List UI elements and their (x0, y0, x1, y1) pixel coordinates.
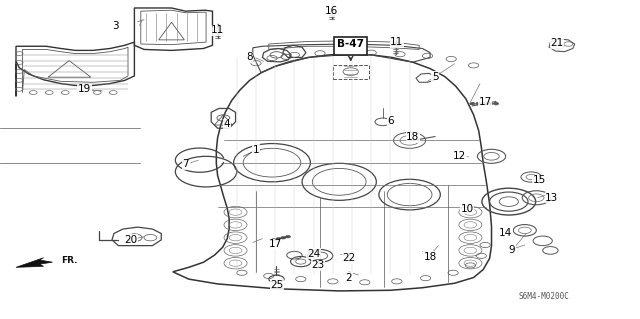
Circle shape (285, 235, 291, 238)
Text: 13: 13 (545, 193, 558, 203)
Circle shape (481, 102, 487, 105)
Text: 18: 18 (424, 252, 436, 262)
Text: 2: 2 (346, 272, 352, 283)
Circle shape (488, 102, 493, 105)
Text: B-47: B-47 (337, 39, 364, 49)
Circle shape (470, 102, 475, 105)
Text: 17: 17 (269, 239, 282, 249)
Text: 25: 25 (271, 279, 284, 290)
Text: 16: 16 (325, 6, 338, 16)
Bar (334, 37, 367, 55)
Circle shape (276, 238, 281, 240)
Text: 17: 17 (479, 97, 492, 107)
Circle shape (271, 239, 276, 241)
Text: 6: 6 (387, 116, 394, 126)
Text: 9: 9 (509, 245, 515, 256)
Polygon shape (16, 258, 52, 267)
Text: 22: 22 (342, 253, 355, 263)
Text: 4: 4 (224, 119, 230, 130)
Text: 7: 7 (182, 159, 189, 169)
Text: 14: 14 (499, 228, 512, 238)
Text: 24: 24 (307, 249, 320, 259)
Text: S6M4-M0200C: S6M4-M0200C (518, 292, 570, 300)
Circle shape (476, 102, 481, 105)
Text: 5: 5 (432, 71, 438, 82)
Text: FR.: FR. (61, 256, 77, 265)
Text: 21: 21 (550, 38, 563, 48)
Text: 8: 8 (246, 52, 253, 63)
Circle shape (281, 236, 286, 239)
Text: 3: 3 (112, 20, 118, 31)
Text: 12: 12 (453, 151, 466, 161)
Text: 10: 10 (461, 204, 474, 214)
Text: 11: 11 (211, 25, 224, 35)
Text: 19: 19 (78, 84, 91, 94)
Text: 20: 20 (125, 235, 138, 245)
Text: 11: 11 (390, 37, 403, 47)
Text: 23: 23 (312, 260, 324, 271)
Text: 18: 18 (406, 132, 419, 142)
Circle shape (493, 102, 499, 105)
Text: 15: 15 (533, 175, 546, 185)
Text: 1: 1 (253, 145, 259, 155)
Bar (333, 64, 369, 79)
